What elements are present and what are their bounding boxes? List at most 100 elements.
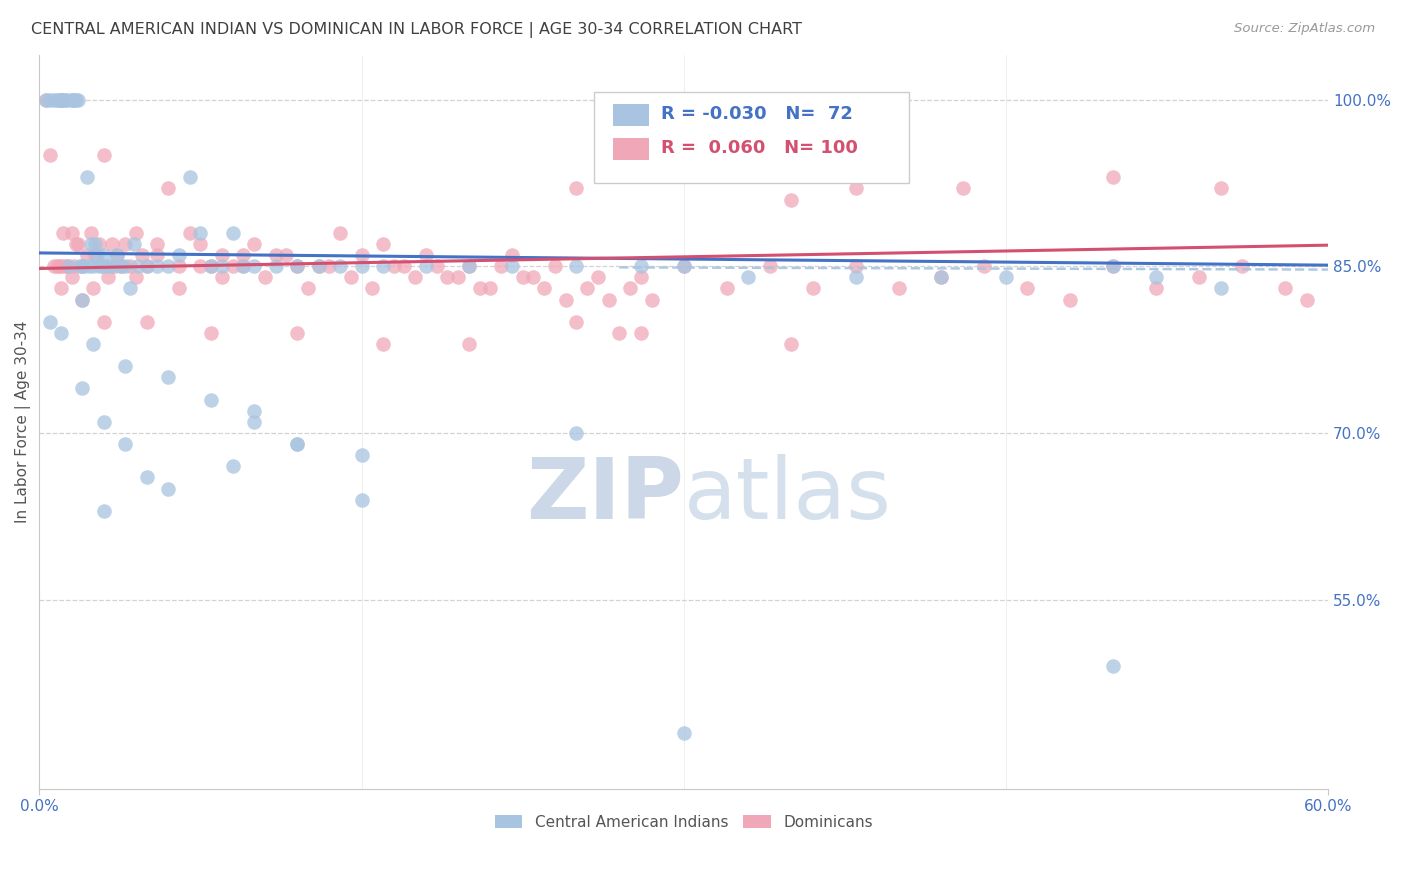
Point: [114, 359, 136, 374]
Point: [103, 260, 125, 274]
Point: [264, 248, 287, 262]
Point: [200, 392, 222, 407]
Point: [44, 93, 66, 107]
Point: [97, 270, 120, 285]
Point: [53, 260, 76, 274]
Point: [131, 248, 153, 262]
Point: [1209, 281, 1232, 295]
Point: [1144, 270, 1167, 285]
Point: [1188, 270, 1211, 285]
Point: [845, 181, 868, 195]
Point: [801, 281, 824, 295]
Point: [39, 148, 62, 162]
Point: [598, 293, 620, 307]
Point: [53, 93, 76, 107]
Point: [80, 237, 103, 252]
Point: [994, 270, 1017, 285]
Point: [60, 226, 83, 240]
Point: [339, 270, 361, 285]
Point: [52, 226, 75, 240]
Point: [58, 260, 80, 274]
Point: [157, 181, 180, 195]
Point: [845, 260, 868, 274]
Point: [221, 260, 243, 274]
Point: [640, 293, 662, 307]
Point: [672, 726, 695, 740]
Point: [285, 326, 308, 340]
Point: [285, 437, 308, 451]
Point: [426, 260, 449, 274]
Point: [84, 248, 107, 262]
Text: R =  0.060   N= 100: R = 0.060 N= 100: [661, 138, 858, 157]
Point: [35, 93, 58, 107]
Point: [285, 260, 308, 274]
Point: [211, 260, 233, 274]
Point: [80, 226, 103, 240]
Point: [630, 326, 652, 340]
Point: [630, 270, 652, 285]
Point: [122, 237, 145, 252]
Point: [127, 260, 149, 274]
Point: [211, 270, 233, 285]
Point: [285, 260, 308, 274]
Point: [146, 260, 169, 274]
Point: [329, 260, 352, 274]
Point: [232, 248, 254, 262]
Point: [66, 93, 89, 107]
Point: [845, 270, 868, 285]
Point: [264, 260, 287, 274]
Point: [221, 459, 243, 474]
Point: [62, 93, 84, 107]
Point: [361, 281, 384, 295]
Point: [49, 281, 72, 295]
Text: atlas: atlas: [683, 454, 891, 537]
Point: [44, 260, 66, 274]
Point: [49, 260, 72, 274]
Point: [211, 248, 233, 262]
Point: [586, 270, 609, 285]
Text: CENTRAL AMERICAN INDIAN VS DOMINICAN IN LABOR FORCE | AGE 30-34 CORRELATION CHAR: CENTRAL AMERICAN INDIAN VS DOMINICAN IN …: [31, 22, 801, 38]
Point: [56, 260, 79, 274]
Point: [118, 260, 141, 274]
Point: [350, 492, 373, 507]
Point: [447, 270, 470, 285]
Point: [49, 326, 72, 340]
Point: [371, 237, 394, 252]
Point: [45, 260, 67, 274]
Point: [190, 226, 212, 240]
Point: [157, 260, 180, 274]
Point: [308, 260, 330, 274]
Point: [544, 260, 567, 274]
Point: [101, 260, 124, 274]
Point: [297, 281, 319, 295]
Point: [82, 337, 104, 351]
Point: [179, 170, 201, 185]
Point: [1102, 170, 1125, 185]
Point: [39, 93, 62, 107]
Point: [101, 237, 124, 252]
Point: [45, 93, 67, 107]
Point: [973, 260, 995, 274]
Point: [1102, 260, 1125, 274]
Text: ZIP: ZIP: [526, 454, 683, 537]
Point: [243, 415, 266, 429]
Point: [105, 248, 128, 262]
Point: [35, 93, 58, 107]
Point: [167, 281, 190, 295]
Point: [66, 237, 89, 252]
Point: [167, 248, 190, 262]
Point: [1144, 281, 1167, 295]
Point: [60, 270, 83, 285]
Point: [565, 315, 588, 329]
Point: [89, 260, 111, 274]
Point: [93, 148, 115, 162]
Point: [404, 270, 426, 285]
Point: [458, 337, 481, 351]
Point: [415, 248, 437, 262]
Point: [110, 260, 132, 274]
Point: [82, 281, 104, 295]
Point: [350, 248, 373, 262]
Point: [167, 260, 190, 274]
Point: [415, 260, 437, 274]
Point: [86, 248, 108, 262]
